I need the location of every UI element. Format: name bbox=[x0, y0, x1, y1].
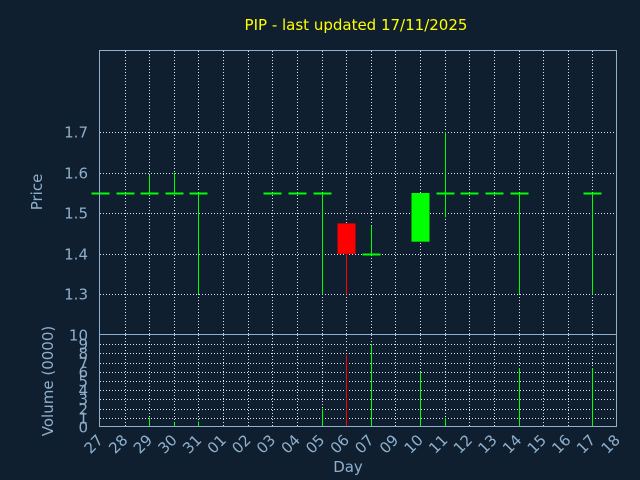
volume-tick-label: 9 bbox=[78, 336, 88, 354]
candle-body bbox=[411, 193, 430, 242]
volume-tick-label: 5 bbox=[78, 373, 88, 391]
x-tick-label: 11 bbox=[425, 431, 451, 457]
x-tick-labels: 2728293031010203040506070910111213141516… bbox=[81, 431, 624, 457]
volume-tick-label: 6 bbox=[78, 364, 88, 382]
volume-tick-label: 2 bbox=[78, 401, 88, 419]
x-tick-label: 28 bbox=[105, 431, 131, 457]
x-tick-label: 03 bbox=[253, 431, 279, 457]
price-tick-label: 1.6 bbox=[64, 165, 88, 183]
price-tick-label: 1.5 bbox=[64, 205, 88, 223]
volume-tick-label: 0 bbox=[78, 419, 88, 437]
chart-title: PIP - last updated 17/11/2025 bbox=[245, 16, 468, 34]
candle-body bbox=[337, 223, 356, 254]
volume-tick-label: 10 bbox=[69, 327, 88, 345]
x-tick-label: 12 bbox=[450, 431, 476, 457]
x-tick-label: 31 bbox=[179, 431, 205, 457]
x-axis-label: Day bbox=[333, 458, 363, 476]
x-tick-label: 13 bbox=[475, 431, 501, 457]
x-tick-label: 06 bbox=[327, 431, 353, 457]
x-tick-label: 09 bbox=[376, 431, 402, 457]
x-tick-label: 04 bbox=[278, 431, 304, 457]
x-tick-label: 14 bbox=[499, 431, 525, 457]
x-tick-label: 10 bbox=[401, 431, 427, 457]
x-tick-label: 01 bbox=[204, 431, 230, 457]
volume-bars bbox=[149, 344, 593, 427]
x-tick-label: 30 bbox=[154, 431, 180, 457]
price-tick-label: 1.4 bbox=[64, 246, 88, 264]
price-tick-label: 1.3 bbox=[64, 286, 88, 304]
x-tick-label: 07 bbox=[351, 431, 377, 457]
x-tick-label: 05 bbox=[302, 431, 328, 457]
volume-tick-label: 3 bbox=[78, 391, 88, 409]
volume-tick-label: 4 bbox=[78, 382, 88, 400]
volume-axis-label: Volume (0000) bbox=[39, 326, 57, 436]
x-tick-label: 29 bbox=[130, 431, 156, 457]
price-tick-labels: 1.3 1.4 1.5 1.6 1.7 bbox=[64, 124, 88, 304]
x-tick-label: 15 bbox=[524, 431, 550, 457]
volume-panel-frame bbox=[99, 334, 617, 427]
x-tick-label: 18 bbox=[598, 431, 624, 457]
volume-tick-label: 7 bbox=[78, 355, 88, 373]
x-tick-label: 16 bbox=[548, 431, 574, 457]
volume-tick-label: 8 bbox=[78, 345, 88, 363]
x-tick-label: 02 bbox=[228, 431, 254, 457]
volume-tick-label: 1 bbox=[78, 410, 88, 428]
x-tick-label: 17 bbox=[573, 431, 599, 457]
price-candles bbox=[91, 132, 602, 295]
price-tick-label: 1.7 bbox=[64, 124, 88, 142]
volume-grid bbox=[100, 335, 617, 427]
price-axis-label: Price bbox=[28, 174, 46, 211]
